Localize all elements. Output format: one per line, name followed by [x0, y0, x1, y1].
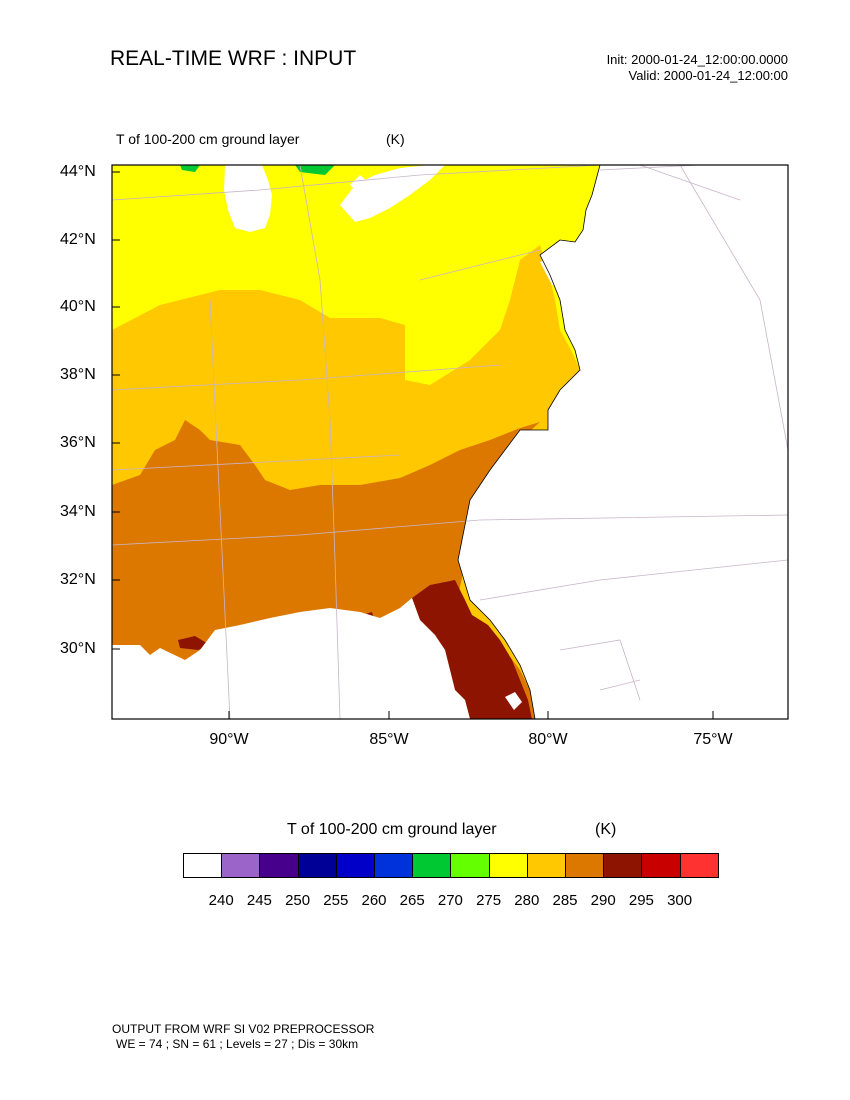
- colorbar-swatch: [221, 853, 261, 878]
- colorbar-label: 255: [323, 892, 349, 909]
- colorbar-label: 270: [437, 892, 463, 909]
- field-title: T of 100-200 cm ground layer: [116, 131, 300, 147]
- lon-tick-label: 75°W: [693, 731, 733, 748]
- valid-time: Valid: 2000-01-24_12:00:00: [628, 68, 789, 83]
- colorbar-swatch: [603, 853, 643, 878]
- region-290-295: [412, 580, 532, 719]
- lon-tick-label: 85°W: [369, 731, 409, 748]
- colorbar-swatch: [565, 853, 605, 878]
- colorbar-swatch: [183, 853, 223, 878]
- colorbar-label: 245: [246, 892, 272, 909]
- colorbar-label: 275: [476, 892, 502, 909]
- lat-tick-label: 30°N: [60, 640, 96, 657]
- lat-tick-label: 42°N: [60, 231, 96, 248]
- colorbar-label: 295: [628, 892, 654, 909]
- colorbar-swatch: [641, 853, 681, 878]
- gulf: [112, 598, 470, 719]
- colorbar-label: 250: [285, 892, 311, 909]
- footer-source: OUTPUT FROM WRF SI V02 PREPROCESSOR: [112, 1022, 375, 1036]
- colorbar-swatch: [335, 853, 375, 878]
- colorbar-label: 265: [399, 892, 425, 909]
- lat-tick-label: 36°N: [60, 434, 96, 451]
- colorbar-swatch: [412, 853, 452, 878]
- colorbar-swatch: [526, 853, 566, 878]
- plot-title: REAL-TIME WRF : INPUT: [110, 47, 357, 70]
- ocean: [458, 165, 788, 719]
- init-time: Init: 2000-01-24_12:00:00.0000: [606, 52, 788, 67]
- colorbar-swatch: [488, 853, 528, 878]
- region-265-270: [180, 165, 200, 172]
- lon-tick-label: 90°W: [209, 731, 249, 748]
- colorbar-swatch: [297, 853, 337, 878]
- colorbar-label: 290: [590, 892, 616, 909]
- colorbar-label: 280: [514, 892, 540, 909]
- lat-tick-label: 38°N: [60, 366, 96, 383]
- lake-erie: [340, 165, 445, 222]
- colorbar-swatch: [679, 853, 719, 878]
- colorbar-label: 260: [361, 892, 387, 909]
- lat-tick-label: 34°N: [60, 503, 96, 520]
- colorbar-units: (K): [595, 821, 617, 838]
- lat-tick-label: 40°N: [60, 298, 96, 315]
- axis-ticks: [112, 171, 714, 719]
- colorbar-label: 240: [208, 892, 234, 909]
- lon-tick-label: 80°W: [528, 731, 568, 748]
- colorbar-swatch: [259, 853, 299, 878]
- lat-tick-label: 44°N: [60, 163, 96, 180]
- footer-grid-info: WE = 74 ; SN = 61 ; Levels = 27 ; Dis = …: [116, 1037, 359, 1051]
- colorbar-swatch: [374, 853, 414, 878]
- lake-michigan: [224, 165, 272, 232]
- colorbar-label: 300: [667, 892, 693, 909]
- colorbar-title: T of 100-200 cm ground layer: [287, 821, 497, 838]
- colorbar-label: 285: [552, 892, 578, 909]
- lat-tick-label: 32°N: [60, 571, 96, 588]
- field-units: (K): [386, 131, 405, 147]
- colorbar-swatch: [450, 853, 490, 878]
